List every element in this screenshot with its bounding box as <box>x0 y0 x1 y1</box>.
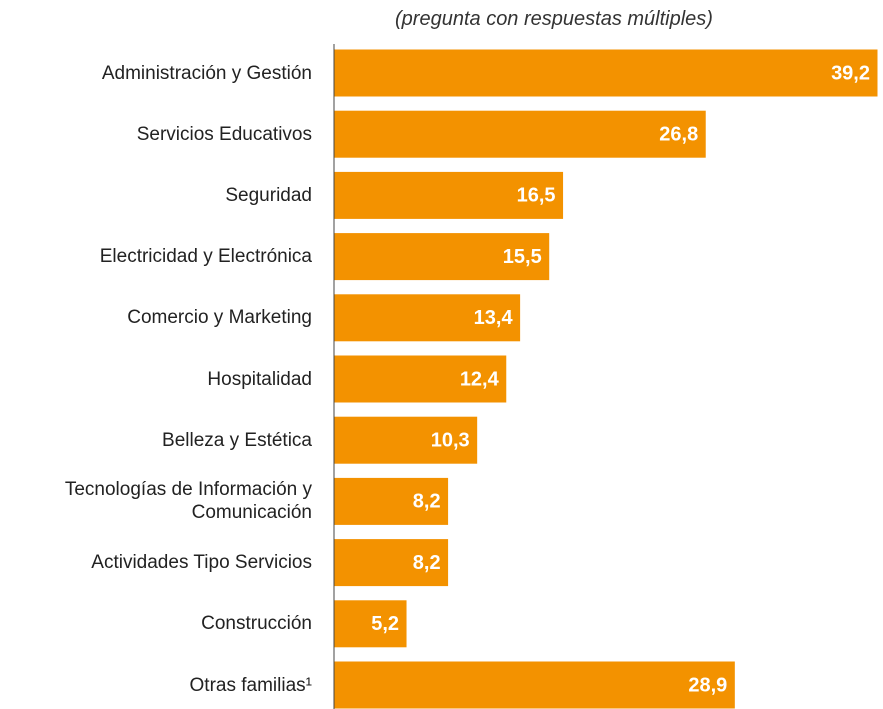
bar <box>334 416 478 464</box>
value-label: 8,2 <box>413 552 441 574</box>
category-label: Hospitalidad <box>207 368 312 390</box>
category-label: Otras familias¹ <box>189 674 312 696</box>
value-label: 16,5 <box>517 185 556 207</box>
value-label: 10,3 <box>431 429 470 451</box>
bar <box>334 661 735 709</box>
value-label: 13,4 <box>474 307 514 329</box>
category-label: Tecnologías de Información y Comunicació… <box>64 479 312 524</box>
category-label: Belleza y Estética <box>162 429 312 451</box>
category-label: Seguridad <box>225 184 312 206</box>
bar <box>334 233 550 281</box>
bar <box>334 477 449 525</box>
category-label: Comercio y Marketing <box>127 307 312 329</box>
category-label: Actividades Tipo Servicios <box>91 552 312 574</box>
bar <box>334 110 706 158</box>
chart-subtitle: (pregunta con respuestas múltiples) <box>395 8 713 30</box>
value-label: 28,9 <box>688 674 727 696</box>
bar <box>334 539 449 587</box>
bar <box>334 294 521 342</box>
bar <box>334 49 878 97</box>
value-label: 26,8 <box>659 123 698 145</box>
category-label: Electricidad y Electrónica <box>99 246 312 268</box>
value-label: 12,4 <box>460 368 500 390</box>
category-label: Servicios Educativos <box>136 123 312 145</box>
value-label: 15,5 <box>503 246 542 268</box>
bar <box>334 600 407 648</box>
value-label: 5,2 <box>371 613 399 635</box>
bar <box>334 355 507 403</box>
value-label: 39,2 <box>831 62 870 84</box>
category-label: Construcción <box>201 613 312 635</box>
value-label: 8,2 <box>413 491 441 513</box>
bar <box>334 171 564 219</box>
category-label: Administración y Gestión <box>101 62 312 84</box>
